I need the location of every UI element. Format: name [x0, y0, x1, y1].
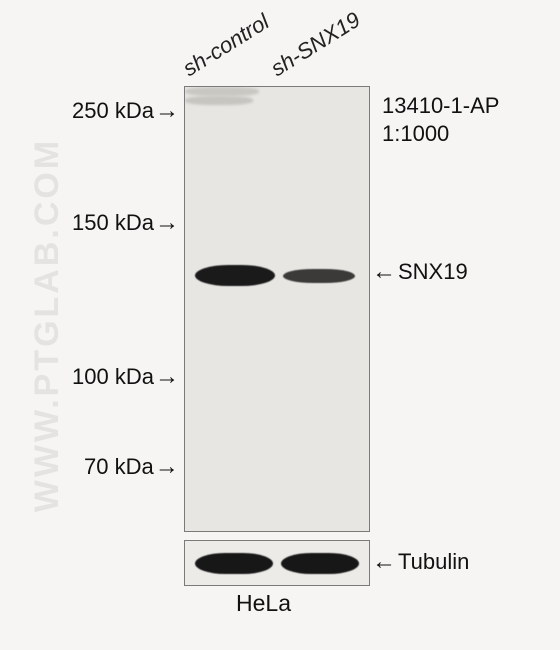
arrow-left-icon — [372, 258, 396, 286]
mw-marker-label: 70 kDa — [84, 454, 154, 480]
mw-marker-label: 150 kDa — [72, 210, 154, 236]
mw-marker-70: 70 kDa — [84, 454, 179, 480]
arrow-right-icon — [155, 365, 179, 389]
antibody-catalog: 13410-1-AP — [382, 92, 499, 120]
mw-marker-150: 150 kDa — [72, 210, 179, 236]
mw-marker-label: 250 kDa — [72, 98, 154, 124]
band-tubulin-control — [195, 553, 273, 574]
blot-panel-main — [184, 86, 370, 532]
lane-headers: sh-control sh-SNX19 — [188, 16, 388, 86]
mw-marker-250: 250 kDa — [72, 98, 179, 124]
band-label-snx19: SNX19 — [372, 258, 468, 286]
arrow-right-icon — [155, 455, 179, 479]
lane-label-control: sh-control — [178, 9, 274, 82]
band-faint-control — [185, 87, 259, 96]
lane-label-knockdown: sh-SNX19 — [266, 7, 365, 82]
mw-marker-100: 100 kDa — [72, 364, 179, 390]
sample-label: HeLa — [236, 590, 291, 617]
blot-panel-tubulin — [184, 540, 370, 586]
watermark-text: WWW.PTGLAB.COM — [28, 138, 67, 512]
band-tubulin-knockdown — [281, 553, 359, 574]
mw-marker-label: 100 kDa — [72, 364, 154, 390]
figure-container: WWW.PTGLAB.COM sh-control sh-SNX19 250 k… — [0, 0, 560, 650]
band-faint-knockdown — [185, 96, 253, 105]
band-snx19-knockdown — [283, 269, 355, 283]
loading-control-label: Tubulin — [398, 549, 469, 575]
arrow-right-icon — [155, 211, 179, 235]
band-snx19-control — [195, 265, 275, 286]
arrow-left-icon — [372, 548, 396, 576]
band-label-tubulin: Tubulin — [372, 548, 469, 576]
arrow-right-icon — [155, 99, 179, 123]
antibody-info: 13410-1-AP 1:1000 — [382, 92, 499, 147]
antibody-dilution: 1:1000 — [382, 120, 499, 148]
target-protein-label: SNX19 — [398, 259, 468, 285]
